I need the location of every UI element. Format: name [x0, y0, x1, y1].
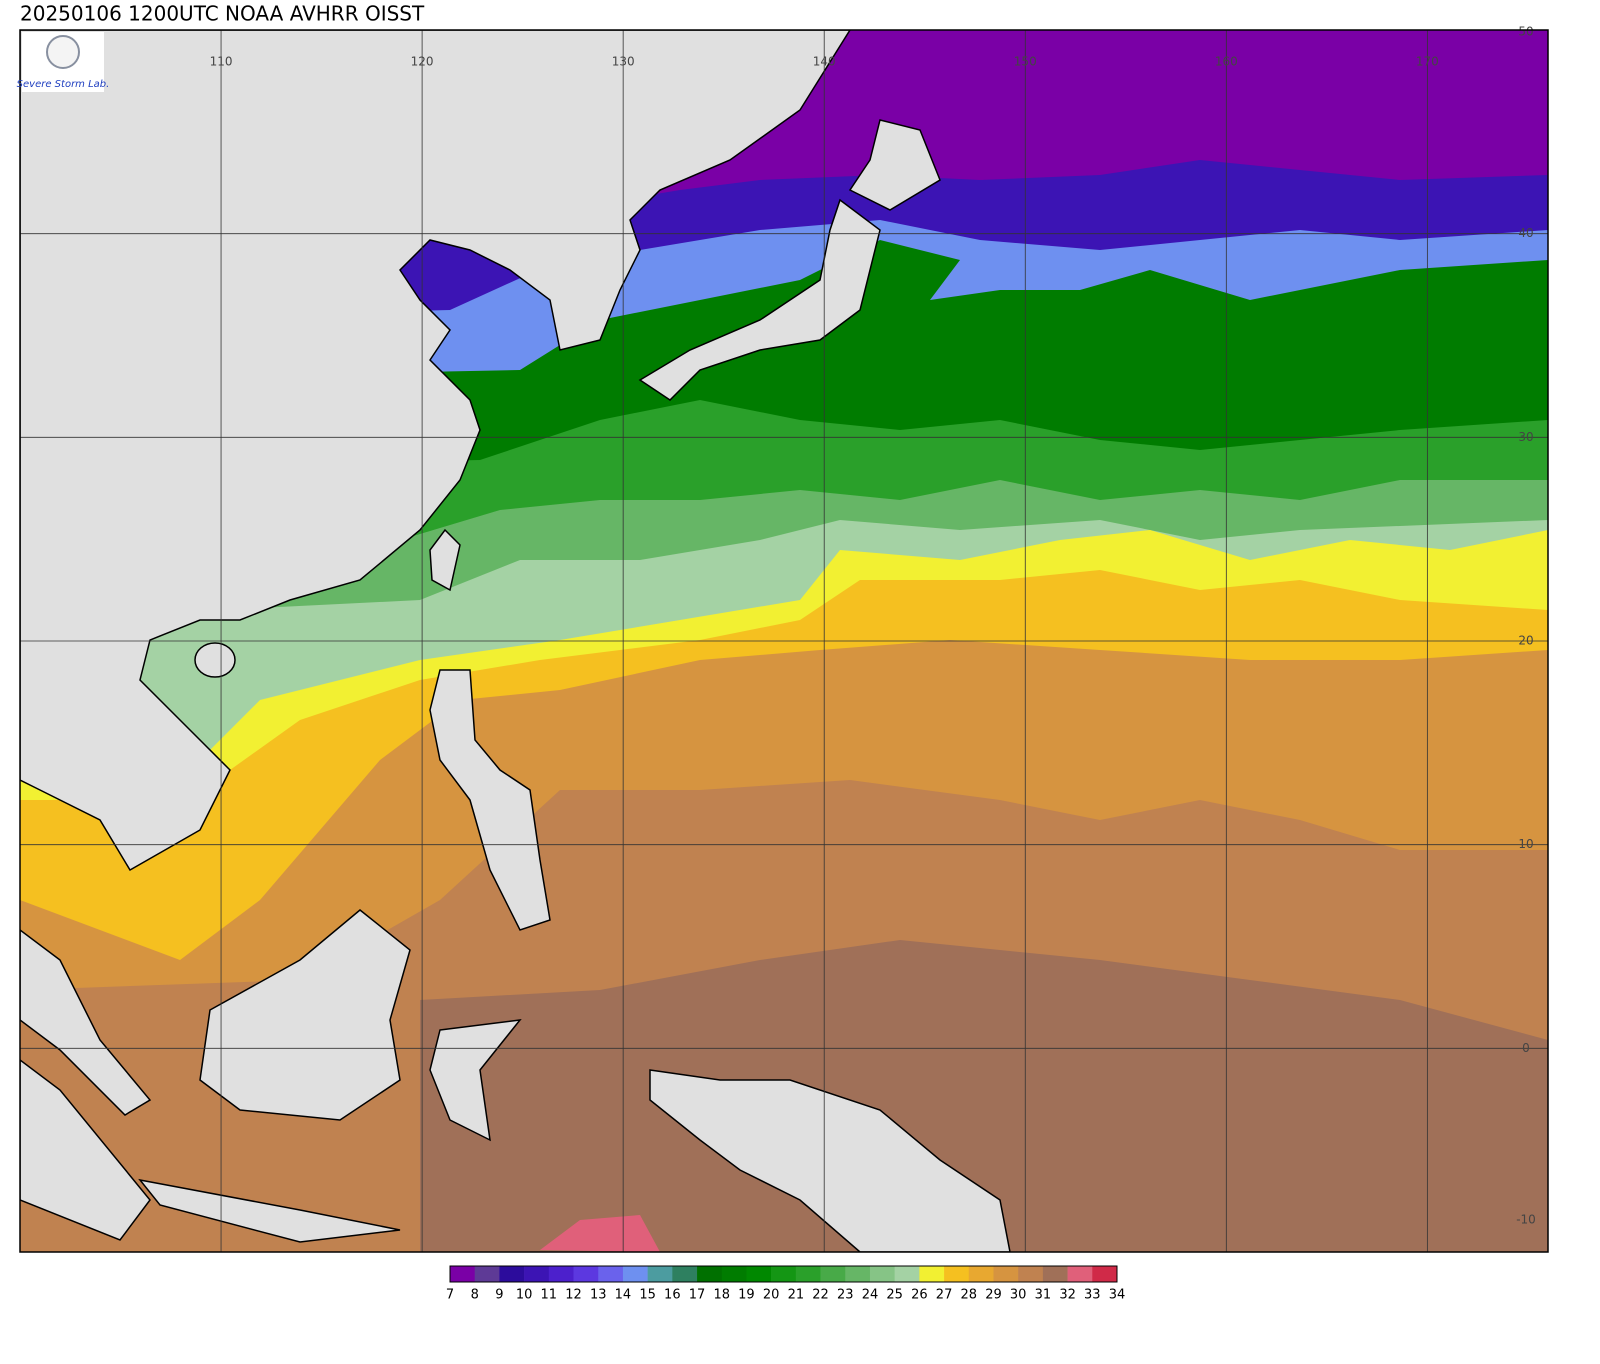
lat-label: 50 — [1518, 25, 1533, 39]
colorbar-label: 8 — [471, 1288, 479, 1303]
colorbar-cell — [697, 1266, 723, 1282]
logo-text: Severe Storm Lab. — [17, 79, 110, 90]
colorbar-cell — [944, 1266, 970, 1282]
colorbar-label: 32 — [1059, 1288, 1076, 1303]
lat-label: 30 — [1518, 430, 1533, 444]
lat-label: 0 — [1522, 1041, 1530, 1055]
colorbar-label: 12 — [565, 1288, 582, 1303]
colorbar-label: 14 — [615, 1288, 632, 1303]
colorbar-cell — [845, 1266, 871, 1282]
colorbar-label: 20 — [763, 1288, 780, 1303]
colorbar-label: 25 — [886, 1288, 903, 1303]
colorbar-cell — [1018, 1266, 1044, 1282]
colorbar-cell — [968, 1266, 994, 1282]
colorbar-label: 9 — [495, 1288, 503, 1303]
colorbar-cell — [721, 1266, 747, 1282]
colorbar-label: 27 — [936, 1288, 953, 1303]
colorbar-cell — [869, 1266, 895, 1282]
colorbar-frame — [449, 1265, 1118, 1283]
colorbar-cell — [524, 1266, 550, 1282]
colorbar-label: 33 — [1084, 1288, 1101, 1303]
lat-label: 20 — [1518, 634, 1533, 648]
title: 20250106 1200UTC NOAA AVHRR OISST — [20, 2, 425, 26]
colorbar-cell — [573, 1266, 599, 1282]
lon-label: 140 — [813, 55, 836, 69]
colorbar-label: 11 — [541, 1288, 558, 1303]
lon-label: 150 — [1014, 55, 1037, 69]
colorbar-label: 26 — [911, 1288, 928, 1303]
map-frame — [19, 29, 1549, 1253]
colorbar-label: 10 — [516, 1288, 533, 1303]
colorbar-cell — [548, 1266, 574, 1282]
colorbar-cell — [795, 1266, 821, 1282]
colorbar-cell — [474, 1266, 500, 1282]
colorbar-cell — [1067, 1266, 1093, 1282]
lon-label: 160 — [1215, 55, 1238, 69]
graticule: 110 120 130 140 150 160 170 50 40 30 20 10 0 -10 — [20, 25, 1548, 1253]
logo-emblem — [46, 35, 80, 69]
colorbar-label: 16 — [664, 1288, 681, 1303]
colorbar-label: 15 — [639, 1288, 656, 1303]
lon-label: 120 — [411, 55, 434, 69]
lon-label: 170 — [1416, 55, 1439, 69]
lon-label: 110 — [210, 55, 233, 69]
lat-label: -10 — [1516, 1213, 1536, 1227]
colorbar-cell — [894, 1266, 920, 1282]
colorbar-label: 29 — [985, 1288, 1002, 1303]
colorbar-label: 17 — [689, 1288, 706, 1303]
colorbar-cell — [450, 1266, 476, 1282]
colorbar-cell — [499, 1266, 525, 1282]
colorbar-label: 13 — [590, 1288, 607, 1303]
lat-label: 10 — [1518, 837, 1533, 851]
colorbar-cell — [993, 1266, 1019, 1282]
colorbar-label: 7 — [446, 1288, 454, 1303]
colorbar-cell — [820, 1266, 846, 1282]
colorbar-cell — [1042, 1266, 1068, 1282]
colorbar-cell — [1092, 1266, 1118, 1282]
colorbar-cell — [647, 1266, 673, 1282]
colorbar-label: 23 — [837, 1288, 854, 1303]
colorbar-label: 19 — [738, 1288, 755, 1303]
colorbar-cell — [746, 1266, 772, 1282]
colorbar-label: 24 — [862, 1288, 879, 1303]
colorbar-cell — [598, 1266, 624, 1282]
colorbar-label: 21 — [788, 1288, 805, 1303]
colorbar-cell — [771, 1266, 797, 1282]
sst-field — [20, 30, 1548, 1252]
colorbar-label: 18 — [713, 1288, 730, 1303]
colorbar-cell — [672, 1266, 698, 1282]
colorbar-label: 22 — [812, 1288, 829, 1303]
colorbar-label: 30 — [1010, 1288, 1027, 1303]
colorbar: 7 8 9 10 11 12 13 14 15 16 17 18 19 20 21 22 23 24 25 26 27 2… — [446, 1265, 1126, 1303]
colorbar-label: 31 — [1035, 1288, 1052, 1303]
colorbar-cell — [919, 1266, 945, 1282]
colorbar-label: 34 — [1109, 1288, 1126, 1303]
lon-label: 130 — [612, 55, 635, 69]
colorbar-label: 28 — [961, 1288, 978, 1303]
logo: Severe Storm Lab. — [17, 32, 110, 92]
colorbar-cell — [622, 1266, 648, 1282]
lat-label: 40 — [1518, 226, 1533, 240]
